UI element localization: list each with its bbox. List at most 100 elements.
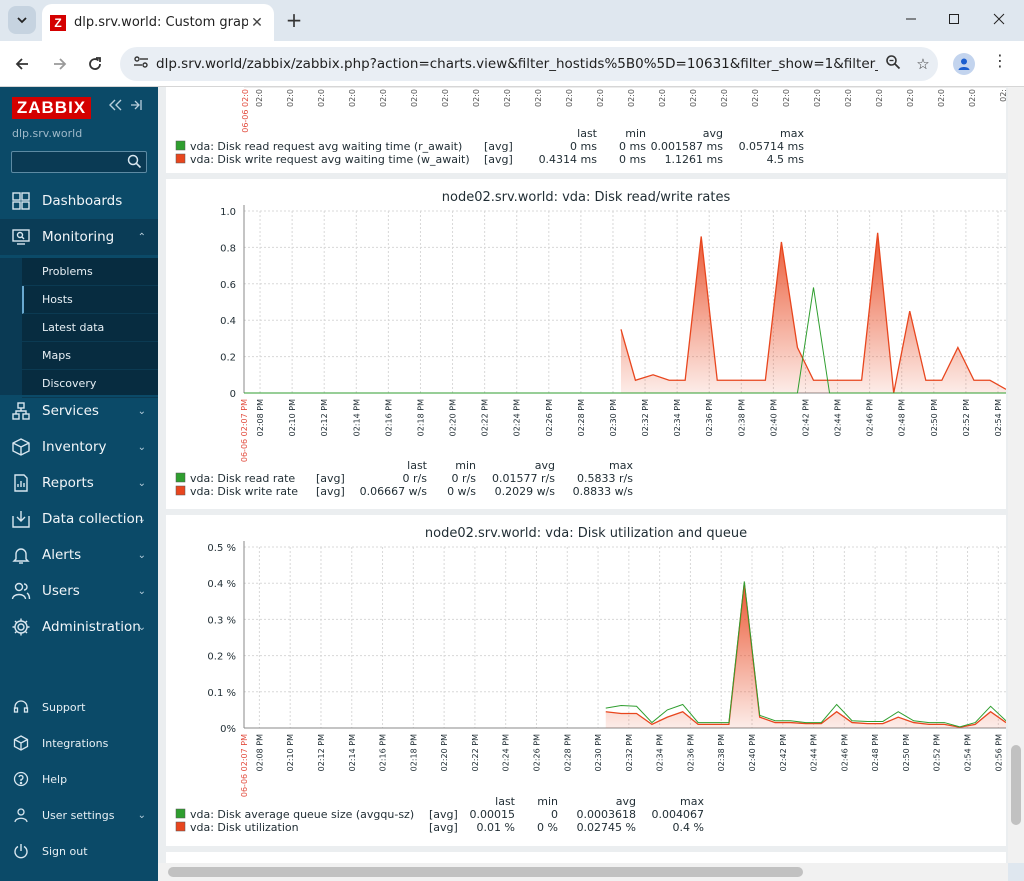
menu-services[interactable]: Services ⌄ <box>0 393 158 429</box>
menu-reports[interactable]: Reports ⌄ <box>0 465 158 501</box>
reload-icon <box>89 57 101 70</box>
x-tick-label: 02:50 PM <box>902 734 911 771</box>
new-tab-button[interactable]: + <box>285 8 303 32</box>
x-tick-label: 02:48 PM <box>898 399 907 436</box>
x-tick-label: 02:22 PM <box>481 399 490 436</box>
x-tick-label: 06-06 02:0 <box>241 89 250 133</box>
legend-swatch <box>175 821 186 832</box>
collapse-sidebar-icon[interactable] <box>109 99 122 115</box>
menu-integrations[interactable]: Integrations <box>0 728 158 758</box>
submenu-discovery[interactable]: Discovery <box>22 370 158 398</box>
x-tick-label: 02:12 PM <box>320 399 329 436</box>
menu-inventory[interactable]: Inventory ⌄ <box>0 429 158 465</box>
legend-value-max: 0.4 % <box>673 821 704 834</box>
y-tick-label: 0.3 % <box>207 615 236 626</box>
menu-monitoring[interactable]: Monitoring ⌃ <box>0 219 158 255</box>
vertical-scrollbar[interactable] <box>1008 87 1024 863</box>
zoom-icon[interactable] <box>878 54 908 74</box>
menu-support[interactable]: Support <box>0 692 158 722</box>
forward-button[interactable] <box>46 50 74 78</box>
horizontal-scrollbar[interactable] <box>158 863 1008 881</box>
submenu-problems[interactable]: Problems <box>22 258 158 286</box>
x-tick-label: 02:36 PM <box>705 399 714 436</box>
minimize-button[interactable] <box>900 8 922 30</box>
menu-label: Services <box>42 403 99 419</box>
chevron-down-icon: ⌄ <box>137 405 146 417</box>
x-tick-label: 02:0 <box>937 89 946 107</box>
users-icon <box>0 581 42 601</box>
menu-dashboards[interactable]: Dashboards <box>0 183 158 219</box>
graph-await: 06-06 02:0 02:0 02:0 02:0 02:0 02:0 02:0 02:0 02… <box>175 87 1008 166</box>
x-tick-label: 02:0 <box>844 89 853 107</box>
browser-menu-icon[interactable]: ⋮ <box>992 51 1008 70</box>
x-tick-label: 02:0 <box>720 89 729 107</box>
menu-help[interactable]: Help <box>0 764 158 794</box>
x-tick-label: 02:08 PM <box>255 734 264 771</box>
url-text[interactable]: dlp.srv.world/zabbix/zabbix.php?action=c… <box>156 56 878 72</box>
menu-alerts[interactable]: Alerts ⌄ <box>0 537 158 573</box>
close-window-button[interactable] <box>988 8 1010 30</box>
sidebar: ZABBIX dlp.srv.world Dashboards Monitori… <box>0 87 158 881</box>
legend-func: [avg] <box>429 808 458 821</box>
tab-search-button[interactable] <box>8 6 36 34</box>
x-tick-label: 02:10 PM <box>286 734 295 771</box>
chevron-up-icon: ⌃ <box>137 231 146 243</box>
profile-avatar[interactable] <box>953 53 975 75</box>
x-tick-label: 02:10 PM <box>288 399 297 436</box>
menu-administration[interactable]: Administration ⌄ <box>0 609 158 645</box>
scroll-thumb[interactable] <box>1011 745 1021 825</box>
reload-button[interactable] <box>81 50 109 78</box>
graph-title: node02.srv.world: vda: Disk utilization … <box>425 526 747 541</box>
sidebar-search-input[interactable] <box>11 151 147 173</box>
close-icon <box>993 13 1005 25</box>
x-tick-label: 02:38 PM <box>717 734 726 771</box>
submenu-hosts[interactable]: Hosts <box>22 286 158 314</box>
menu-label: Inventory <box>42 439 107 455</box>
legend-swatch <box>175 485 186 496</box>
menu-sign-out[interactable]: Sign out <box>0 836 158 866</box>
x-tick-label: 02:0 <box>596 89 605 107</box>
bookmark-star-icon[interactable]: ☆ <box>916 55 930 73</box>
graph-panel-next <box>166 852 1006 863</box>
maximize-button[interactable] <box>943 8 965 30</box>
submenu-latest-data[interactable]: Latest data <box>22 314 158 342</box>
x-tick-label: 02:54 PM <box>964 734 973 771</box>
browser-tab-bar: Z dlp.srv.world: Custom graphs ✕ + <box>0 0 1024 41</box>
y-tick-label: 0.2 <box>220 353 236 364</box>
menu-users[interactable]: Users ⌄ <box>0 573 158 609</box>
x-tick-label: 02:0 <box>875 89 884 107</box>
x-tick-label: 02:30 PM <box>594 734 603 771</box>
x-tick-label: 02:46 PM <box>840 734 849 771</box>
x-tick-label: 02:54 PM <box>994 399 1003 436</box>
site-settings-icon[interactable] <box>126 55 156 73</box>
y-tick-label: 0 <box>230 389 236 400</box>
legend-value-max: 4.5 ms <box>767 153 805 166</box>
legend-label: vda: Disk write rate <box>190 485 298 498</box>
back-button[interactable] <box>8 50 36 78</box>
x-tick-label: 02:0 <box>658 89 667 107</box>
submenu-maps[interactable]: Maps <box>22 342 158 370</box>
y-tick-label: 0.2 % <box>207 652 236 663</box>
hide-sidebar-icon[interactable] <box>130 99 143 115</box>
legend-value-avg: 0.001587 ms <box>651 140 724 153</box>
search-icon[interactable] <box>127 154 142 173</box>
x-tick-label: 02:20 PM <box>440 734 449 771</box>
server-name: dlp.srv.world <box>12 127 83 140</box>
legend-header: avg <box>535 459 555 472</box>
graph-panel-rates: node02.srv.world: vda: Disk read/write r… <box>166 179 1007 509</box>
legend-func: [avg] <box>484 153 513 166</box>
chevron-down-icon: ⌄ <box>137 513 146 525</box>
browser-tab[interactable]: Z dlp.srv.world: Custom graphs ✕ <box>42 4 274 41</box>
chevron-down-icon: ⌄ <box>137 809 146 821</box>
legend-header: last <box>495 795 516 808</box>
legend-swatch <box>175 153 186 164</box>
menu-user-settings[interactable]: User settings ⌄ <box>0 800 158 830</box>
zabbix-logo[interactable]: ZABBIX <box>12 97 91 119</box>
address-bar[interactable]: dlp.srv.world/zabbix/zabbix.php?action=c… <box>120 47 938 81</box>
tab-close-icon[interactable]: ✕ <box>251 14 263 31</box>
scroll-thumb[interactable] <box>168 867 803 877</box>
chevron-down-icon: ⌄ <box>137 585 146 597</box>
menu-data-collection[interactable]: Data collection ⌄ <box>0 501 158 537</box>
menu-label: Monitoring <box>42 229 115 245</box>
x-tick-label: 02:24 PM <box>502 734 511 771</box>
